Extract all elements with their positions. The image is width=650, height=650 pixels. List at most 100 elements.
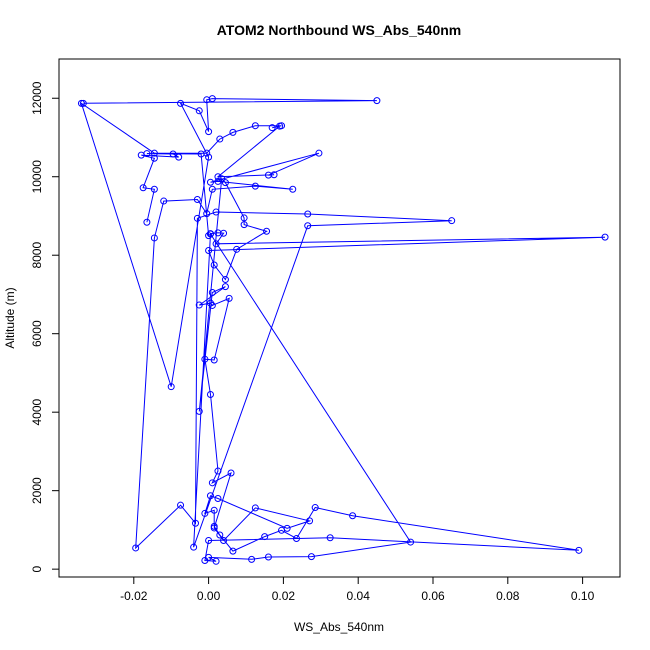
data-point (214, 173, 222, 181)
data-point (326, 534, 334, 542)
data-point (205, 247, 213, 255)
data-point (214, 467, 222, 475)
y-axis: 0 2000 4000 6000 8000 10000 12000 (30, 81, 59, 572)
data-point (206, 178, 214, 186)
data-point (307, 553, 315, 561)
data-point (79, 99, 87, 107)
plot-frame (58, 58, 621, 578)
data-point (77, 99, 85, 107)
data-point (193, 195, 201, 203)
data-point (248, 555, 256, 563)
data-point (137, 151, 145, 159)
data-point (289, 185, 297, 193)
data-point (210, 356, 218, 364)
data-point (203, 96, 211, 104)
data-point (205, 537, 213, 545)
x-tick-label: 0.08 (496, 589, 520, 603)
data-point (221, 283, 229, 291)
data-point (169, 150, 177, 158)
data-point (229, 547, 237, 555)
data-point (349, 512, 357, 520)
data-point (251, 182, 259, 190)
data-point (229, 128, 237, 136)
y-tick-label: 8000 (30, 242, 44, 269)
y-tick-label: 0 (30, 565, 44, 572)
data-point (264, 553, 272, 561)
data-point (206, 230, 214, 238)
data-point (304, 222, 312, 230)
data-point (212, 208, 220, 216)
data-point (306, 517, 314, 525)
data-point (201, 509, 209, 517)
y-tick-label: 12000 (30, 81, 44, 115)
data-point (276, 122, 284, 130)
data-point (203, 210, 211, 218)
data-point (205, 232, 213, 240)
data-point (575, 546, 583, 554)
series-line (80, 98, 606, 562)
data-point (206, 391, 214, 399)
data-point (210, 261, 218, 269)
chart-title: ATOM2 Northbound WS_Abs_540nm (217, 22, 462, 38)
data-point (150, 185, 158, 193)
data-point (216, 531, 224, 539)
x-tick-label: 0.10 (571, 589, 595, 603)
data-point (292, 535, 300, 543)
data-point (205, 153, 213, 161)
data-point (210, 522, 218, 530)
x-tick-label: 0.06 (421, 589, 445, 603)
y-axis-label: Altitude (m) (3, 287, 17, 348)
data-point (263, 227, 271, 235)
data-point (195, 301, 203, 309)
series-markers (77, 95, 609, 565)
data-point (201, 355, 209, 363)
data-point (208, 288, 216, 296)
data-point (175, 153, 183, 161)
data-point (240, 214, 248, 222)
data-point (177, 99, 185, 107)
data-point (233, 245, 241, 253)
data-point (195, 407, 203, 415)
data-point (221, 276, 229, 284)
data-point (220, 537, 228, 545)
data-point (197, 150, 205, 158)
data-point (264, 171, 272, 179)
data-point (315, 149, 323, 157)
data-point (208, 301, 216, 309)
data-point (214, 495, 222, 503)
data-point (167, 383, 175, 391)
data-point (195, 107, 203, 115)
data-point (261, 533, 269, 541)
data-point (193, 214, 201, 222)
data-point (227, 469, 235, 477)
y-tick-label: 6000 (30, 320, 44, 347)
data-point (150, 154, 158, 162)
x-tick-label: 0.00 (197, 589, 221, 603)
data-point (177, 501, 185, 509)
data-point (268, 124, 276, 132)
data-point (192, 519, 200, 527)
data-point (206, 492, 214, 500)
data-point (218, 175, 226, 183)
data-point (601, 233, 609, 241)
y-tick-label: 10000 (30, 160, 44, 194)
data-point (225, 294, 233, 302)
x-tick-label: 0.04 (347, 589, 371, 603)
data-point (221, 179, 229, 187)
y-tick-label: 2000 (30, 477, 44, 504)
data-point (407, 538, 415, 546)
data-point (216, 135, 224, 143)
data-point (212, 557, 220, 565)
data-point (143, 218, 151, 226)
data-point (160, 197, 168, 205)
data-point (251, 122, 259, 130)
data-point (205, 553, 213, 561)
plot-area (77, 95, 609, 565)
data-point (278, 526, 286, 534)
data-point (240, 221, 248, 229)
data-point (139, 184, 147, 192)
data-point (311, 504, 319, 512)
data-point (210, 506, 218, 514)
data-point (208, 479, 216, 487)
